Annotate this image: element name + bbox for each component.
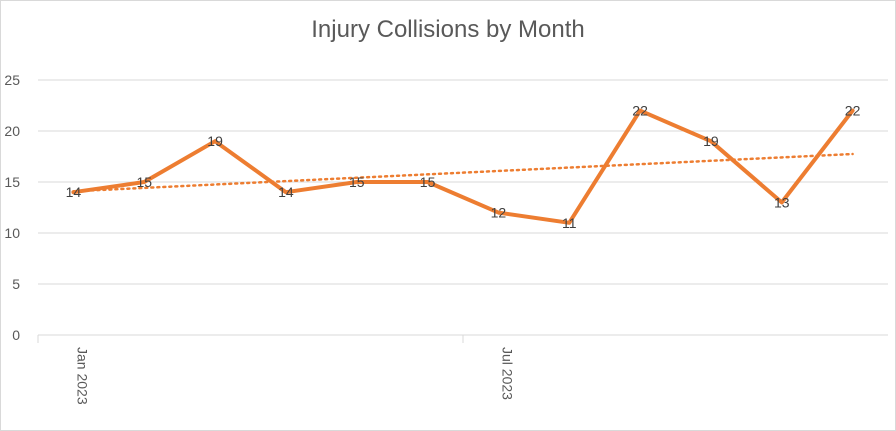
trendline <box>72 152 854 193</box>
data-label: 19 <box>207 133 223 149</box>
data-label: 13 <box>774 194 790 210</box>
data-label: 14 <box>278 184 294 200</box>
y-tick-label: 25 <box>4 72 20 88</box>
y-tick-label: 10 <box>4 225 20 241</box>
series-line <box>71 108 855 225</box>
data-label: 22 <box>632 103 648 119</box>
x-tick-label: Jan 2023 <box>74 347 90 405</box>
data-label: 14 <box>66 184 82 200</box>
y-tick-label: 5 <box>12 276 20 292</box>
data-label: 15 <box>349 174 365 190</box>
y-tick-label: 15 <box>4 174 20 190</box>
data-label: 22 <box>845 103 861 119</box>
data-label: 19 <box>703 133 719 149</box>
y-tick-label: 20 <box>4 123 20 139</box>
data-label: 11 <box>562 215 577 231</box>
data-label: 12 <box>491 205 507 221</box>
data-label: 15 <box>136 174 152 190</box>
x-tick-label: Jul 2023 <box>499 347 515 400</box>
data-label: 15 <box>420 174 436 190</box>
y-tick-label: 0 <box>12 327 20 343</box>
chart-title: Injury Collisions by Month <box>311 16 585 43</box>
